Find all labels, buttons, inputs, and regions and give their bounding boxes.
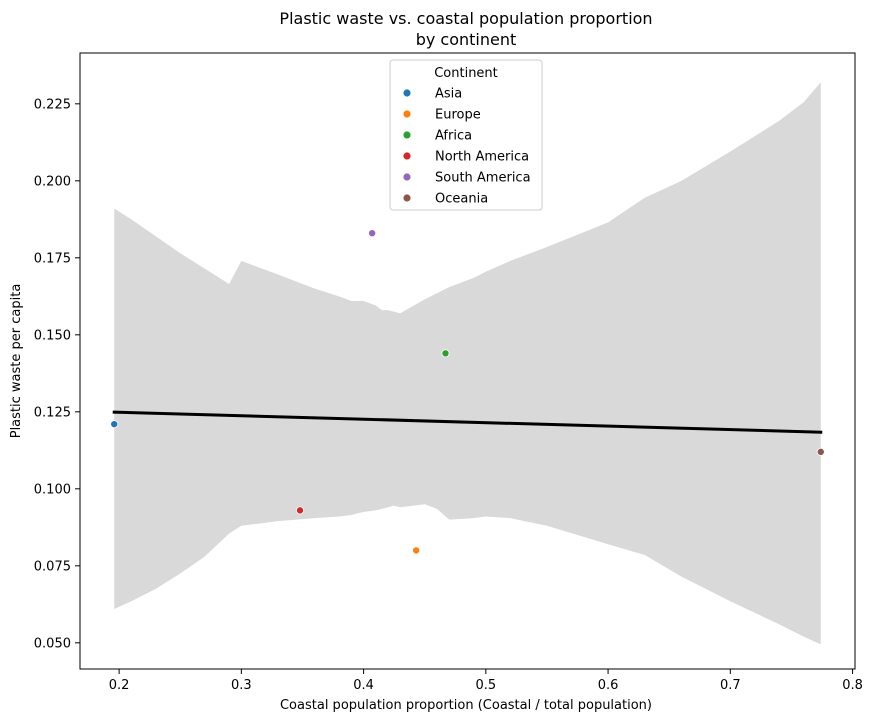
y-axis-label: Plastic waste per capita — [9, 284, 24, 439]
y-tick-label: 0.200 — [34, 174, 71, 189]
regression-line — [112, 410, 823, 434]
data-point-asia — [110, 420, 119, 429]
x-tick-label: 0.7 — [720, 678, 741, 693]
legend-marker — [403, 194, 411, 202]
x-tick-label: 0.6 — [598, 678, 619, 693]
y-tick-label: 0.175 — [34, 251, 71, 266]
y-tick-label: 0.050 — [34, 636, 71, 651]
y-tick-label: 0.100 — [34, 482, 71, 497]
y-tick-label: 0.150 — [34, 328, 71, 343]
legend-entry: Oceania — [435, 192, 488, 207]
legend-marker — [403, 110, 411, 118]
x-tick-label: 0.2 — [109, 678, 130, 693]
x-tick-label: 0.5 — [475, 678, 496, 693]
chart-title: Plastic waste vs. coastal population pro… — [279, 9, 652, 49]
data-point-europe — [412, 546, 421, 555]
legend-marker — [403, 131, 411, 139]
data-point-north-america — [296, 506, 305, 515]
chart-title-line-2: by continent — [416, 30, 517, 49]
chart-title-line-1: Plastic waste vs. coastal population pro… — [279, 9, 652, 28]
data-point-south-america — [368, 229, 377, 238]
data-point-africa — [441, 349, 450, 358]
legend-entry: South America — [435, 171, 531, 186]
legend-entry: Asia — [435, 87, 462, 102]
y-tick-label: 0.075 — [34, 559, 71, 574]
legend-entry: Africa — [435, 129, 472, 144]
plot-frame — [79, 52, 856, 670]
legend-title: Continent — [434, 66, 498, 81]
legend-marker — [403, 152, 411, 160]
x-tick-label: 0.4 — [353, 678, 374, 693]
x-tick-label: 0.3 — [231, 678, 252, 693]
legend-marker — [403, 173, 411, 181]
plot-area: 0.2 0.3 0.4 0.5 0.6 0.7 0.8 0.050 0.075 0.100 0.12… — [34, 82, 863, 693]
legend-entry: Europe — [435, 108, 481, 123]
confidence-band — [114, 82, 821, 645]
legend-marker — [403, 89, 411, 97]
legend-box — [389, 59, 543, 211]
x-axis-label: Coastal population proportion (Coastal /… — [280, 698, 652, 713]
y-tick-label: 0.125 — [34, 405, 71, 420]
x-tick-label: 0.8 — [842, 678, 863, 693]
y-tick-label: 0.225 — [34, 97, 71, 112]
legend-entry: North America — [435, 150, 529, 165]
legend: Continent Asia Europe Africa North America So… — [389, 59, 543, 211]
data-point-oceania — [816, 447, 825, 456]
